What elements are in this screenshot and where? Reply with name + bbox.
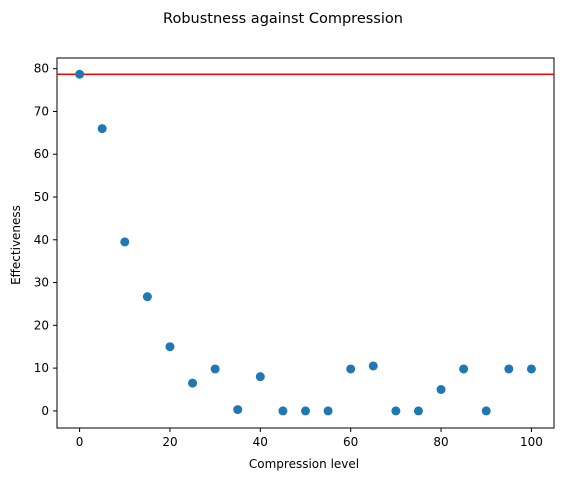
y-tick-label: 0 xyxy=(41,404,49,418)
x-tick-label: 80 xyxy=(433,435,448,449)
y-tick-label: 10 xyxy=(34,361,49,375)
data-point xyxy=(323,406,333,416)
x-axis: 0 20 40 60 80 100 xyxy=(76,428,543,449)
plot-area xyxy=(56,57,555,429)
x-tick-label: 0 xyxy=(76,435,84,449)
data-point xyxy=(75,69,85,79)
data-point xyxy=(97,124,107,134)
data-point xyxy=(233,405,243,415)
y-tick-label: 20 xyxy=(34,318,49,332)
y-tick-label: 80 xyxy=(34,62,49,76)
data-point xyxy=(210,364,220,374)
data-point xyxy=(459,364,469,374)
data-point xyxy=(481,406,491,416)
data-point xyxy=(165,342,175,352)
x-tick-label: 20 xyxy=(162,435,177,449)
x-axis-label: Compression level xyxy=(249,457,359,471)
data-point xyxy=(504,364,514,374)
y-tick-label: 40 xyxy=(34,233,49,247)
y-axis-label: Effectiveness xyxy=(9,205,23,285)
y-axis: 0 10 20 30 40 50 60 70 80 xyxy=(34,62,57,418)
data-point xyxy=(278,406,288,416)
data-point xyxy=(413,406,423,416)
x-tick-label: 60 xyxy=(343,435,358,449)
data-point xyxy=(142,292,152,302)
data-point xyxy=(368,361,378,371)
data-point xyxy=(255,372,265,382)
y-tick-label: 50 xyxy=(34,190,49,204)
data-point xyxy=(436,385,446,395)
data-point xyxy=(526,364,536,374)
data-point xyxy=(301,406,310,416)
chart-title: Robustness against Compression xyxy=(163,11,403,27)
data-point xyxy=(346,364,356,374)
x-tick-label: 100 xyxy=(520,435,543,449)
y-tick-label: 30 xyxy=(34,276,49,290)
data-point xyxy=(120,237,130,247)
data-point xyxy=(188,378,198,388)
x-tick-label: 40 xyxy=(253,435,268,449)
data-point xyxy=(391,406,401,416)
plot-frame xyxy=(56,57,555,429)
y-tick-label: 60 xyxy=(34,147,49,161)
y-tick-label: 70 xyxy=(34,104,49,118)
